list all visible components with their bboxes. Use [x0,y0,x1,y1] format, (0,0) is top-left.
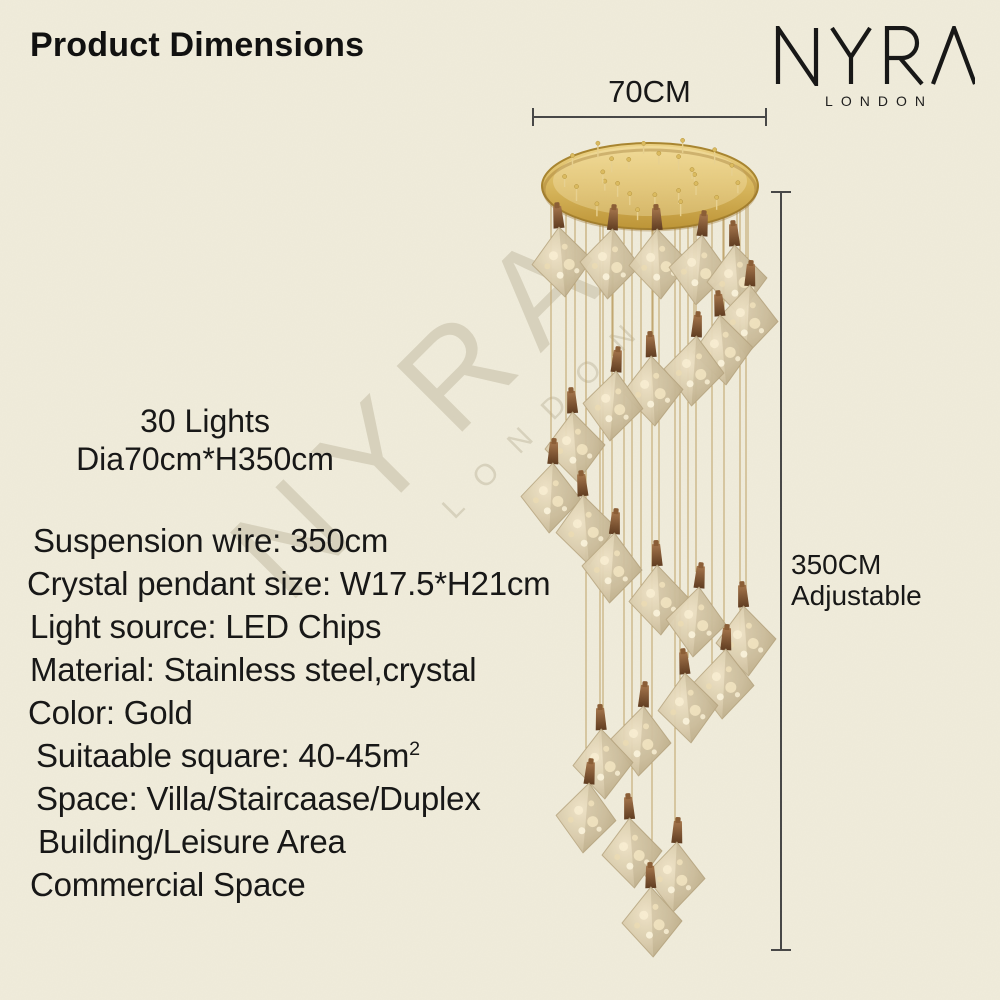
spec-line-suspension-wire: Suspension wire: 350cm [33,522,389,559]
summary-lights: 30 Lights [140,403,270,439]
product-specs: Suspension wire: 350cm Crystal pendant s… [27,516,551,903]
spec-line-suitable-square: Suitaable square: 40-45m2 [36,737,420,774]
spec-line-color: Color: Gold [28,694,193,731]
height-dimension-label: 350CM Adjustable [791,549,922,611]
nyra-logo-icon: NYRA [775,26,975,86]
height-value: 350CM [791,549,882,580]
spec-line-space: Space: Villa/Staircaase/Duplex [36,780,481,817]
page-title: Product Dimensions [30,26,365,64]
spec-line-commercial: Commercial Space [30,866,306,903]
summary-size: Dia70cm*H350cm [76,441,334,477]
brand-logo: NYRA LONDON [774,26,976,109]
width-dimension-label: 70CM [608,74,691,109]
spec-line-building: Building/Leisure Area [38,823,346,860]
spec-line-light-source: Light source: LED Chips [30,608,382,645]
spec-line-material: Material: Stainless steel,crystal [30,651,477,688]
product-summary: 30 Lights Dia70cm*H350cm [40,402,370,478]
crystal-pendants [518,199,782,959]
spec-line-pendant-size: Crystal pendant size: W17.5*H21cm [27,565,551,602]
height-note: Adjustable [791,580,922,611]
brand-subtitle: LONDON [825,93,933,109]
